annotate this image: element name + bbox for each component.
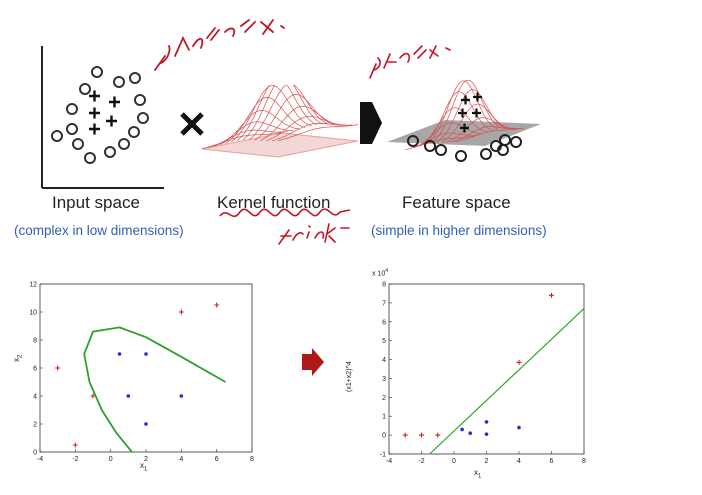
plus-point — [214, 302, 220, 308]
handwritten-underline — [218, 202, 358, 231]
x-tick-label: 2 — [144, 456, 148, 463]
y-tick-label: 7 — [382, 300, 386, 307]
transform-arrow-icon — [302, 348, 324, 381]
x-tick-label: 2 — [485, 458, 489, 465]
feature-plus-marks — [458, 92, 482, 133]
x-tick-label: 6 — [215, 456, 219, 463]
y-tick-label: 1 — [382, 414, 386, 421]
input-plus-marks — [89, 90, 120, 135]
x-tick-label: -2 — [418, 458, 424, 465]
y-tick-label: 6 — [33, 366, 37, 373]
kernel-function-figure — [200, 77, 360, 165]
left-ylabel: x2 — [12, 354, 24, 362]
right-arrow-icon — [360, 96, 384, 155]
left-chart: -4 -2 0 2 4 6 8 0 2 4 6 8 10 12 — [0, 272, 270, 492]
handwritten-left-annotation — [145, 8, 290, 83]
left-xlabel: x1 — [140, 461, 148, 473]
dot-point — [117, 352, 122, 356]
plus-point — [178, 309, 184, 315]
dot-point — [460, 427, 464, 432]
input-note: (complex in low dimensions) — [14, 223, 184, 238]
handwritten-right-annotation — [366, 38, 456, 88]
feature-note: (simple in higher dimensions) — [371, 223, 547, 238]
feature-surface — [387, 79, 541, 162]
plot-frame — [388, 283, 585, 455]
plus-point — [435, 432, 441, 438]
y-tick-label: -1 — [380, 452, 386, 459]
y-tick-label: 10 — [29, 310, 37, 317]
plus-point — [419, 432, 424, 438]
y-tick-label: 8 — [382, 282, 386, 289]
y-tick-label: 2 — [33, 422, 37, 429]
right-exponent-label: x 104 — [372, 268, 389, 278]
y-tick-label: 0 — [33, 450, 37, 457]
right-ylabel: (x1+x2)^4 — [346, 361, 353, 392]
x-tick-label: 8 — [582, 458, 586, 465]
y-tick-label: 5 — [382, 338, 386, 345]
input-space-plot — [41, 46, 164, 189]
plus-point — [90, 393, 96, 399]
x-tick-label: 6 — [550, 458, 554, 465]
y-tick-label: 4 — [382, 357, 386, 364]
left-chart-svg: -4 -2 0 2 4 6 8 0 2 4 6 8 10 12 — [29, 282, 254, 464]
plus-point — [402, 432, 408, 438]
x-tick-label: -4 — [386, 458, 392, 465]
dot-point — [144, 422, 148, 426]
plus-point — [516, 359, 522, 365]
x-tick-label: 8 — [250, 456, 254, 463]
plus-point — [72, 442, 78, 448]
input-circles — [51, 66, 149, 164]
y-tick-label: 8 — [33, 338, 37, 345]
y-tick-label: 3 — [382, 376, 386, 383]
y-tick-label: 6 — [382, 319, 386, 326]
x-tick-label: 0 — [109, 456, 113, 463]
right-xlabel: x1 — [474, 468, 482, 480]
kernel-function-label: Kernel function — [217, 193, 331, 212]
dot-point — [468, 431, 473, 436]
right-chart: -4 -2 0 2 4 6 8 -1 0 1 2 3 4 5 6 7 8 — [355, 265, 595, 495]
multiply-icon — [178, 110, 206, 143]
dot-point — [126, 394, 131, 398]
y-tick-label: 2 — [382, 395, 386, 402]
feature-circles — [407, 134, 522, 162]
decision-boundary — [83, 326, 226, 453]
plus-point — [549, 292, 554, 298]
separating-line — [429, 308, 585, 455]
feature-space-label: Feature space — [402, 193, 511, 212]
dot-point — [484, 432, 489, 436]
x-tick-label: -2 — [72, 456, 78, 463]
handwritten-trick — [275, 220, 355, 255]
dot-point — [144, 352, 148, 356]
dot-point — [179, 394, 184, 398]
input-space-figure — [30, 40, 165, 195]
y-tick-label: 0 — [382, 433, 386, 440]
input-space-label: Input space — [52, 193, 140, 212]
dot-point — [517, 425, 521, 430]
y-tick-label: 4 — [33, 394, 37, 401]
x-tick-label: 0 — [452, 458, 456, 465]
dot-point — [484, 420, 489, 424]
kernel-surface — [201, 77, 359, 158]
right-chart-svg: -4 -2 0 2 4 6 8 -1 0 1 2 3 4 5 6 7 8 — [380, 282, 586, 466]
x-tick-label: 4 — [179, 456, 183, 463]
x-tick-label: -4 — [37, 456, 43, 463]
plot-frame — [39, 283, 253, 453]
feature-space-figure — [385, 79, 545, 180]
y-tick-label: 12 — [29, 282, 37, 289]
x-tick-label: 4 — [517, 458, 521, 465]
plus-point — [55, 365, 61, 371]
